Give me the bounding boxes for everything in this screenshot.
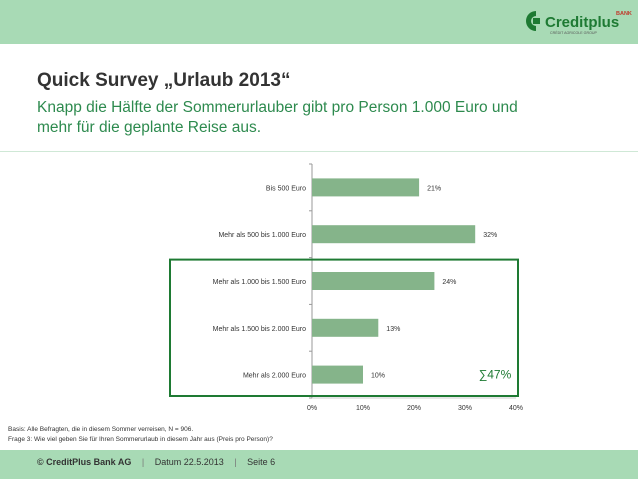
x-tick-label-3: 20% xyxy=(407,405,421,412)
bar-1 xyxy=(312,178,420,197)
footer-date: Datum 22.5.2013 xyxy=(154,457,224,467)
category-label-4: Mehr als 1.500 bis 2.000 Euro xyxy=(213,326,306,333)
category-label-3: Mehr als 1.000 bis 1.500 Euro xyxy=(213,279,306,286)
notes-question: Frage 3: Wie viel geben Sie für Ihren So… xyxy=(8,436,273,443)
page-title: Quick Survey „Urlaub 2013“ xyxy=(37,70,291,91)
notes-basis: Basis: Alle Befragten, die in diesem Som… xyxy=(8,426,194,433)
logo-text: Creditplus xyxy=(545,14,619,31)
category-label-1: Bis 500 Euro xyxy=(266,185,306,192)
value-label-2: 32% xyxy=(483,232,497,239)
x-tick-label-5: 40% xyxy=(509,405,523,412)
category-label-5: Mehr als 2.000 Euro xyxy=(243,373,306,380)
x-tick-label-4: 30% xyxy=(458,405,472,412)
chart-notes: Basis: Alle Befragten, die in diesem Som… xyxy=(8,425,273,445)
divider xyxy=(0,151,638,152)
logo-mark-icon xyxy=(526,11,536,31)
bar-5 xyxy=(312,365,363,384)
value-label-4: 13% xyxy=(386,326,400,333)
logo-superscript: BANK xyxy=(616,11,632,17)
footer: © CreditPlus Bank AG | Datum 22.5.2013 |… xyxy=(37,457,276,467)
header-band xyxy=(0,0,638,44)
value-label-3: 24% xyxy=(442,279,456,286)
bar-2 xyxy=(312,225,476,244)
bar-4 xyxy=(312,318,379,337)
footer-company: © CreditPlus Bank AG xyxy=(37,457,132,467)
bar-chart: Bis 500 Euro 21% Mehr als 500 bis 1.000 Eu… xyxy=(169,163,523,412)
category-label-2: Mehr als 500 bis 1.000 Euro xyxy=(218,232,306,239)
highlight-sum-label: ∑47% xyxy=(479,368,512,382)
x-tick-label-2: 10% xyxy=(356,405,370,412)
footer-page: Seite 6 xyxy=(247,457,276,467)
footer-band xyxy=(0,450,638,479)
highlight-box xyxy=(169,258,519,397)
creditplus-logo: Creditplus BANK CRÉDIT AGRICOLE GROUP xyxy=(526,11,632,35)
value-label-5: 10% xyxy=(371,373,385,380)
page-subtitle: Knapp die Hälfte der Sommerurlauber gibt… xyxy=(37,99,518,136)
value-label-1: 21% xyxy=(427,185,441,192)
logo-tagline: CRÉDIT AGRICOLE GROUP xyxy=(550,30,597,35)
x-tick-label-1: 0% xyxy=(307,405,317,412)
bar-3 xyxy=(312,272,435,290)
